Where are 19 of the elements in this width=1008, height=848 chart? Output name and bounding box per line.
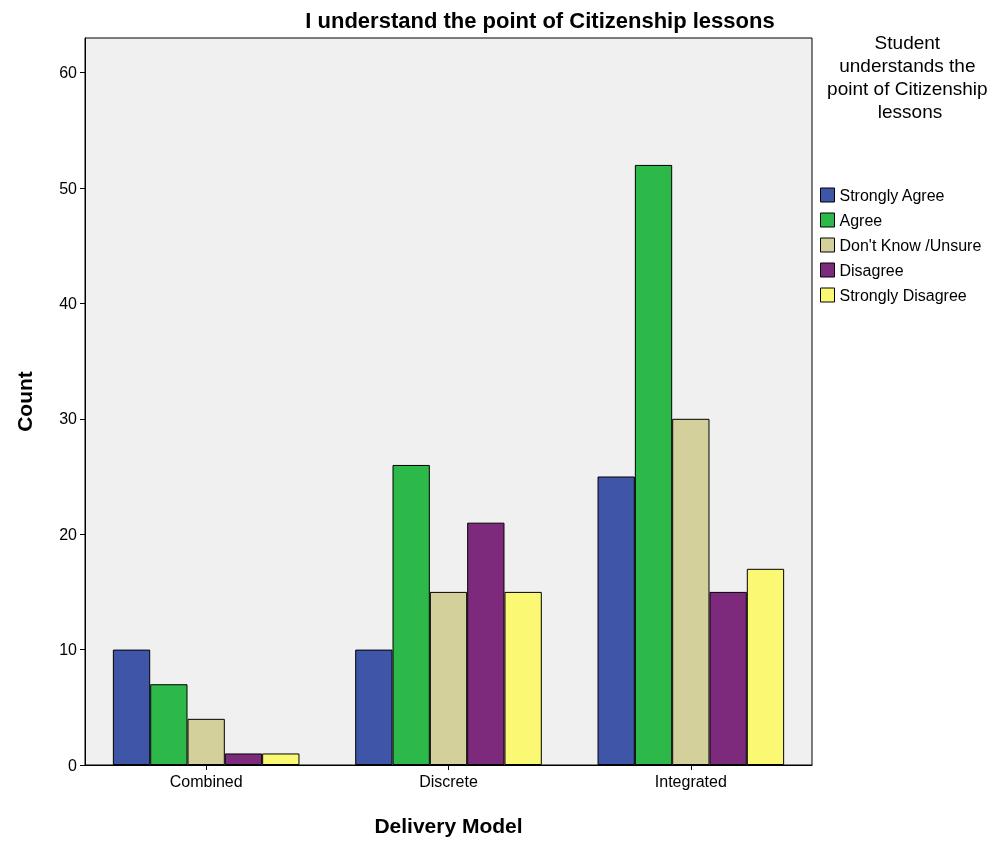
legend-title: Student understands the point of Citizenship lessons — [827, 32, 993, 122]
x-tick-label: Discrete — [419, 772, 478, 790]
y-tick-label: 30 — [59, 410, 78, 428]
legend-label: Disagree — [839, 261, 904, 279]
y-tick-label: 10 — [59, 641, 78, 659]
y-tick-label: 40 — [59, 294, 78, 312]
legend-label: Strongly Agree — [839, 186, 945, 204]
x-tick-label: Combined — [169, 772, 243, 790]
x-axis-title: Delivery Model — [374, 814, 523, 837]
chart-title: I understand the point of Citizenship lessons — [305, 7, 775, 33]
y-axis-title: Count — [13, 371, 36, 432]
y-tick-label: 0 — [68, 756, 78, 774]
y-tick-label: 60 — [59, 64, 78, 82]
y-tick-label: 20 — [59, 525, 78, 543]
x-tick-label: Integrated — [654, 772, 727, 790]
legend-label: Agree — [839, 211, 883, 229]
legend-label: Don't Know /Unsure — [839, 236, 982, 254]
legend-label: Strongly Disagree — [839, 286, 967, 304]
y-tick-label: 50 — [59, 179, 78, 197]
